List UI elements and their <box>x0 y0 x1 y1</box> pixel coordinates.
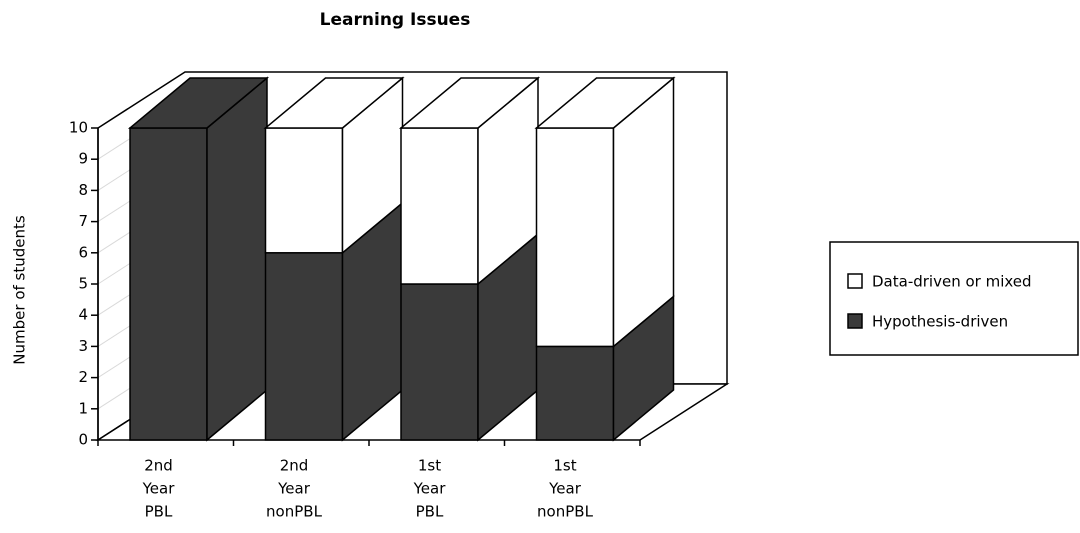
x-tick-label: 2nd <box>280 457 309 475</box>
bar-top <box>398 77 541 129</box>
y-tick-label: 0 <box>78 431 88 449</box>
bar-segment <box>400 232 539 442</box>
y-tick-label: 5 <box>78 275 88 293</box>
bar-segment <box>129 76 268 442</box>
bar-segment <box>535 76 675 349</box>
x-tick-label: Year <box>548 480 582 498</box>
x-tick-label: PBL <box>145 503 173 521</box>
bar-segment <box>535 294 675 442</box>
y-tick-label: 2 <box>78 368 88 386</box>
legend-swatch <box>847 273 863 289</box>
bar-segment <box>264 201 404 442</box>
y-tick-label: 8 <box>78 181 88 199</box>
legend-swatch <box>847 313 863 329</box>
bar-front <box>129 127 208 441</box>
bar-side <box>206 76 268 442</box>
x-tick-label: 1st <box>553 457 576 475</box>
legend-label: Data-driven or mixed <box>872 273 1032 291</box>
y-tick-label: 7 <box>78 212 88 230</box>
bar-front <box>535 127 615 348</box>
bar-front <box>264 252 344 441</box>
bar-top <box>127 77 270 129</box>
y-axis-label: Number of students <box>11 215 29 365</box>
bar-top <box>263 77 405 129</box>
x-tick-label: Year <box>277 480 311 498</box>
x-tick-label: PBL <box>416 503 444 521</box>
legend-label: Hypothesis-driven <box>872 313 1008 331</box>
x-tick-label: 1st <box>418 457 441 475</box>
x-tick-label: nonPBL <box>266 503 323 521</box>
legend-box <box>829 241 1079 356</box>
chart-title: Learning Issues <box>320 10 471 30</box>
y-tick-label: 10 <box>69 119 88 137</box>
bar-front <box>400 283 479 441</box>
x-tick-label: 2nd <box>144 457 173 475</box>
bar-front <box>264 127 344 254</box>
x-tick-label: Year <box>413 480 447 498</box>
y-tick-label: 3 <box>78 337 88 355</box>
x-tick-label: Year <box>142 480 176 498</box>
bar-front <box>535 345 615 441</box>
bar-top <box>534 77 676 129</box>
x-tick-label: nonPBL <box>537 503 594 521</box>
y-tick-label: 1 <box>78 399 88 417</box>
y-tick-label: 6 <box>78 243 88 261</box>
y-tick-label: 4 <box>78 306 88 324</box>
wall-tick <box>97 71 186 129</box>
y-tick-label: 9 <box>78 150 88 168</box>
bar-segment <box>400 76 539 286</box>
bar-front <box>400 127 479 285</box>
